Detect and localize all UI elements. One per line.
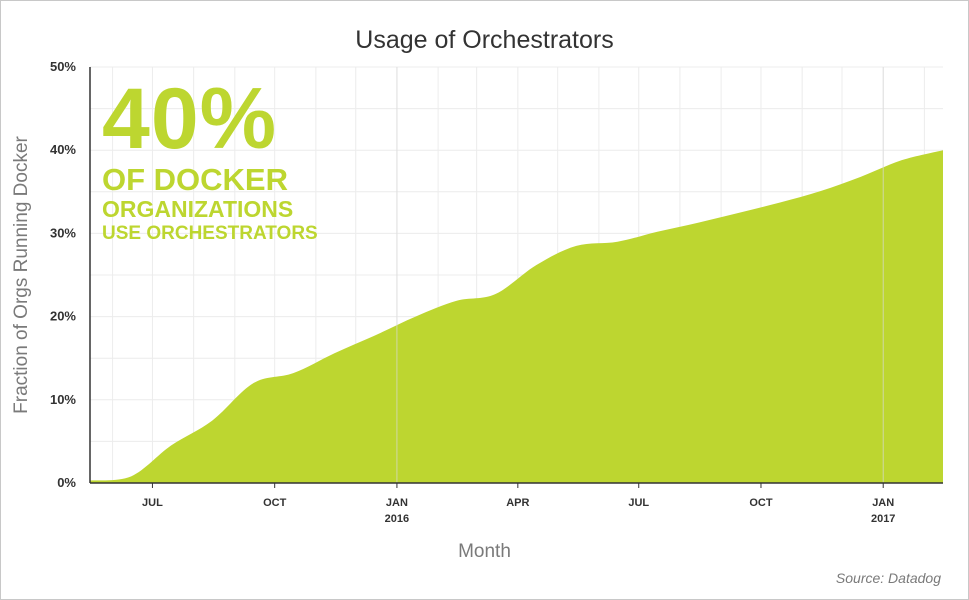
x-tick-year: 2017	[871, 513, 895, 525]
x-tick-labels: JUL OCT JAN 2016 APR JUL OCT JAN 2017	[142, 483, 895, 525]
y-tick-label: 50%	[50, 59, 76, 74]
tick-guides	[396, 67, 884, 483]
area-series	[90, 150, 943, 483]
chart-title: Usage of Orchestrators	[355, 26, 614, 54]
x-tick-label: OCT	[749, 497, 773, 509]
y-tick-labels: 0% 10% 20% 30% 40% 50%	[50, 59, 76, 490]
source-note: Source: Datadog	[835, 570, 941, 586]
y-tick-label: 10%	[50, 392, 76, 407]
callout-line-2: ORGANIZATIONS	[102, 196, 294, 222]
callout-percentage: 40%	[102, 71, 278, 167]
callout-line-3: USE ORCHESTRATORS	[102, 223, 318, 244]
axes	[89, 67, 943, 484]
y-tick-label: 20%	[50, 309, 76, 324]
x-tick-year: 2016	[385, 513, 409, 525]
x-tick-label: JAN	[386, 497, 408, 509]
x-tick-label: JAN	[872, 497, 894, 509]
y-tick-label: 30%	[50, 225, 76, 240]
x-tick-label: JUL	[628, 497, 649, 509]
x-tick-label: OCT	[263, 497, 287, 509]
y-tick-label: 40%	[50, 142, 76, 157]
x-tick-label: APR	[506, 497, 529, 509]
callout-line-1: OF DOCKER	[102, 162, 288, 197]
y-tick-label: 0%	[57, 475, 76, 490]
x-axis-label: Month	[458, 541, 511, 562]
callout: 40% OF DOCKER ORGANIZATIONS USE ORCHESTR…	[102, 76, 318, 243]
x-tick-label: JUL	[142, 497, 163, 509]
y-axis-label: Fraction of Orgs Running Docker	[11, 136, 32, 414]
area-layer	[90, 150, 943, 483]
